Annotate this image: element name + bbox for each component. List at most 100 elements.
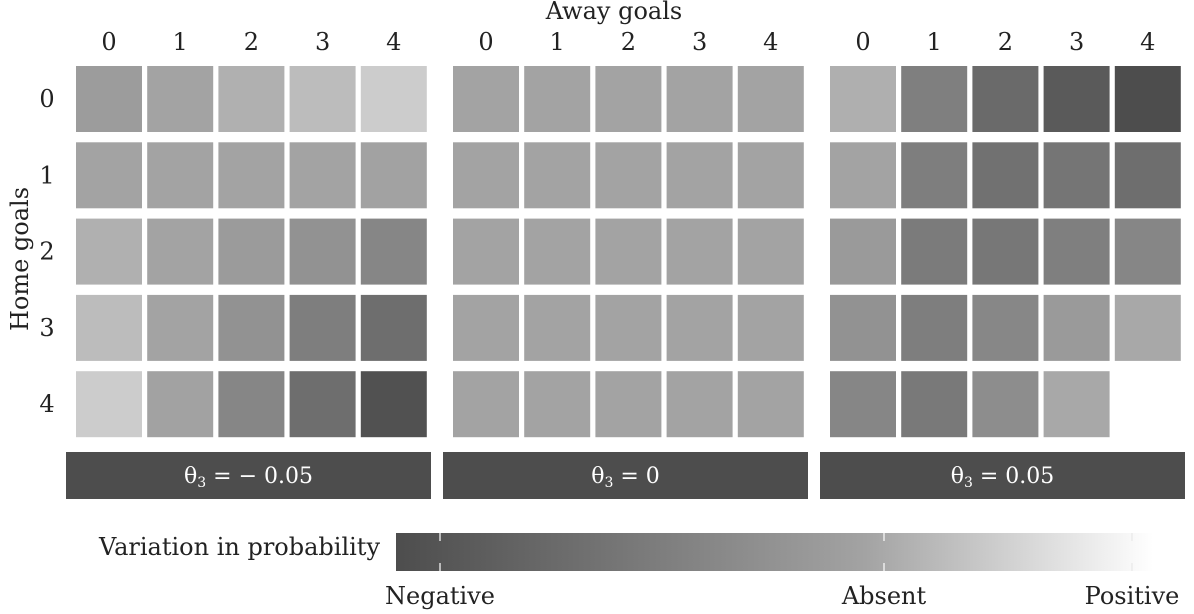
colorbar-title: Variation in probability [98,533,381,561]
heatmap-cell [289,218,356,285]
heatmap-cell [289,66,356,132]
heatmap-cell [666,66,733,132]
x-tick-label: 4 [763,28,778,56]
heatmap-cell [595,294,662,361]
heatmap-cell [901,142,968,209]
heatmap-cell [218,66,285,132]
heatmap-cell [76,294,142,361]
x-tick-label: 3 [315,28,330,56]
y-tick-label: 4 [39,390,54,418]
x-axis-title: Away goals [545,0,682,25]
panel-strips: θ3 = − 0.05 θ3 = 0 θ3 = 0.05 [66,452,1185,499]
heatmap-cell [76,218,142,285]
y-tick-label: 3 [39,314,54,342]
heatmap-cell [737,66,804,132]
heatmap-cell [666,218,733,285]
heatmap-cell [830,66,896,132]
panel-strip-label: θ3 = 0.05 [951,464,1055,491]
heatmap-cell [453,66,519,132]
heatmap-cell [76,371,142,438]
x-tick-label: 2 [244,28,259,56]
heatmap-cell [1043,371,1110,438]
heatmap-cell [218,142,285,209]
x-tick-label: 1 [550,28,565,56]
x-tick-label: 1 [927,28,942,56]
heatmap-cell [901,218,968,285]
heatmap-cell [218,371,285,438]
heatmap-cell [830,142,896,209]
x-tick-label: 1 [173,28,188,56]
heatmap-cell [595,142,662,209]
heatmap-cell [218,294,285,361]
panel-strip-label: θ3 = − 0.05 [184,464,313,491]
x-tick-label: 4 [1140,28,1155,56]
heatmap-cell [76,142,142,209]
panel-strip [443,452,808,499]
heatmap-cell [360,371,427,438]
x-tick-label: 3 [1069,28,1084,56]
heatmap-cell [1114,294,1181,361]
panel-strip [66,452,431,499]
x-tick-label: 0 [101,28,116,56]
x-tick-label: 2 [621,28,636,56]
heatmap-cell [76,66,142,132]
heatmap-cell [1043,66,1110,132]
heatmap-cell [360,142,427,209]
colorbar-label-absent: Absent [841,582,927,610]
heatmap-cell [289,371,356,438]
colorbar-label-negative: Negative [385,582,495,610]
tick-labels: 0 1 2 3 4 0 1 2 3 4 0 1 2 3 4 0 1 2 3 4 [39,28,1155,418]
heatmap-cell [524,218,591,285]
heatmap-cell [453,294,519,361]
heatmap-cell [1043,142,1110,209]
heatmap-panels [76,66,1181,438]
heatmap-cell [972,218,1039,285]
heatmap-panel-0 [76,66,427,438]
heatmap-cell [595,218,662,285]
heatmap-cell [901,371,968,438]
heatmap-cell [595,371,662,438]
y-tick-label: 2 [39,238,54,266]
heatmap-cell [830,218,896,285]
heatmap-cell [830,371,896,438]
heatmap-cell [737,218,804,285]
x-tick-label: 0 [855,28,870,56]
heatmap-cell [524,142,591,209]
panel-strip [820,452,1185,499]
heatmap-cell [360,218,427,285]
x-tick-label: 3 [692,28,707,56]
heatmap-cell [737,371,804,438]
heatmap-cell [1114,142,1181,209]
heatmap-cell [901,66,968,132]
heatmap-cell [1043,294,1110,361]
heatmap-cell [524,371,591,438]
heatmap-cell [147,218,214,285]
heatmap-cell [1114,371,1181,438]
heatmap-cell [737,142,804,209]
heatmap-cell [1114,218,1181,285]
heatmap-cell [1043,218,1110,285]
x-tick-label: 0 [478,28,493,56]
heatmap-cell [360,66,427,132]
heatmap-cell [901,294,968,361]
y-axis-title: Home goals [6,187,34,331]
heatmap-cell [595,66,662,132]
panel-strip-label: θ3 = 0 [591,464,660,491]
heatmap-cell [972,66,1039,132]
colorbar-label-positive: Positive [1085,582,1180,610]
heatmap-cell [289,294,356,361]
heatmap-cell [524,66,591,132]
x-tick-label: 2 [998,28,1013,56]
heatmap-cell [1114,66,1181,132]
heatmap-cell [972,294,1039,361]
heatmap-cell [524,294,591,361]
heatmap-cell [972,142,1039,209]
y-tick-label: 1 [39,161,54,189]
heatmap-cell [147,142,214,209]
heatmap-cell [666,371,733,438]
heatmap-cell [453,142,519,209]
heatmap-cell [147,294,214,361]
heatmap-cell [147,371,214,438]
heatmap-cell [453,218,519,285]
